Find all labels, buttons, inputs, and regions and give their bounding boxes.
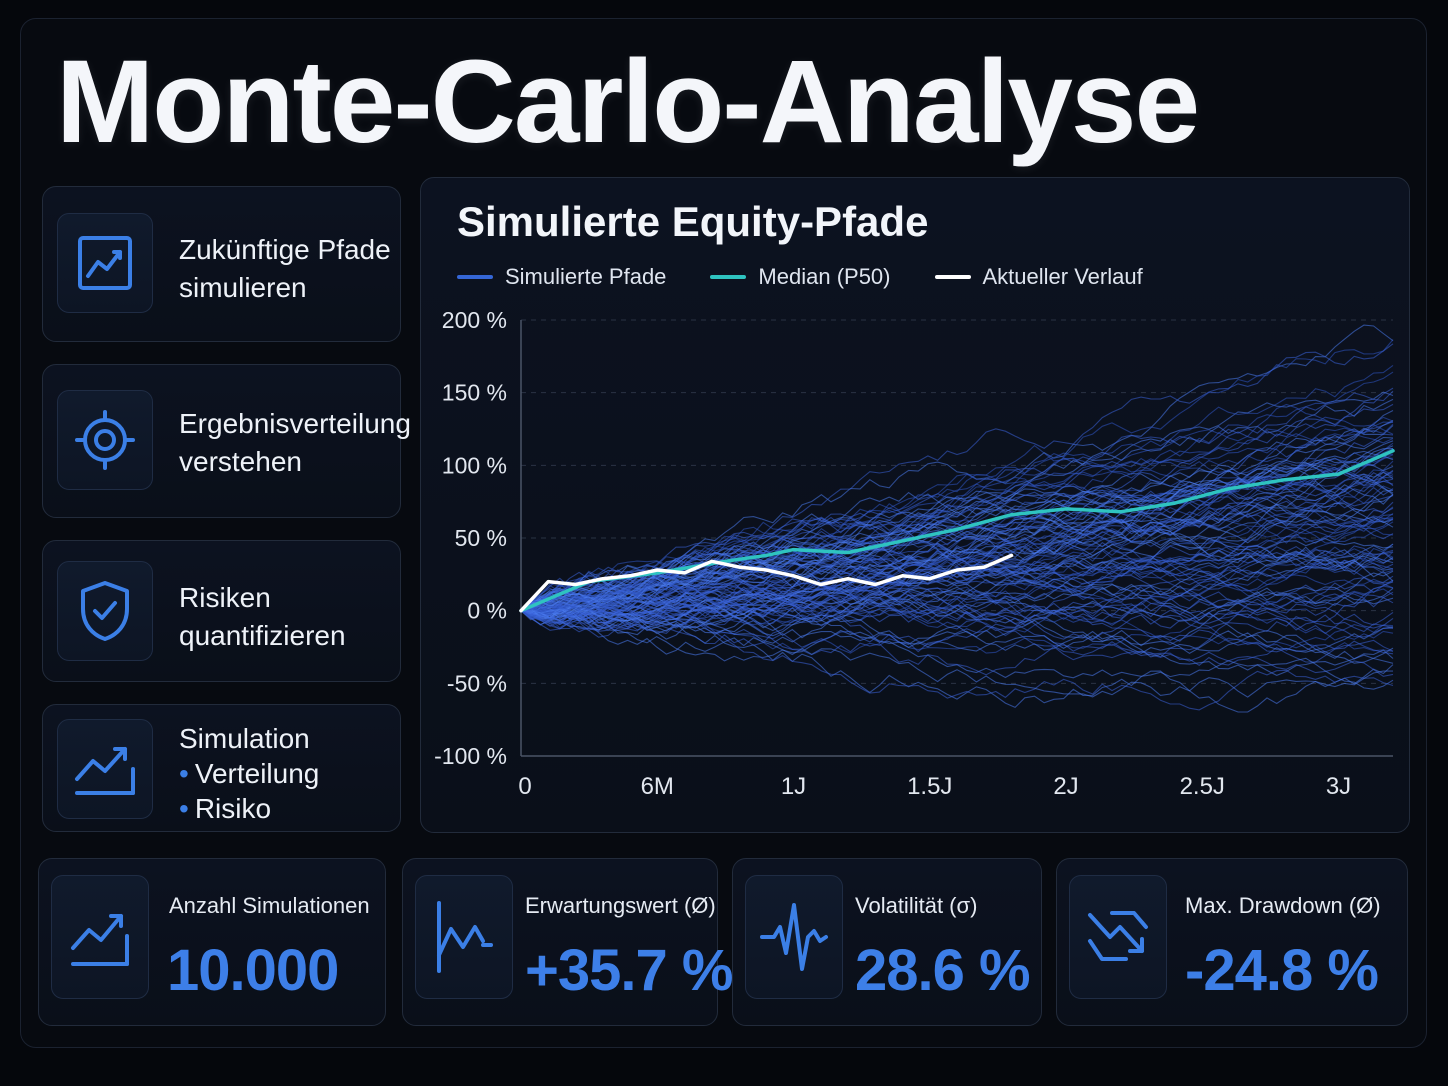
feature-label: Zukünftige Pfade simulieren [179,234,391,303]
y-tick-label: -50 % [447,670,507,696]
simulated-path [520,423,1394,614]
simulated-path [520,469,1394,612]
x-tick-label: 1.5J [907,773,952,800]
x-tick-label: 0 [518,773,531,800]
simulated-path [520,578,1394,641]
stat-label: Anzahl Simulationen [169,893,370,918]
simulated-path [520,606,1394,713]
simulated-path [520,517,1394,616]
feature-card-simulate[interactable]: Zukünftige Pfade simulieren [42,186,401,342]
chart-up-icon [51,875,149,999]
drawdown-icon [1069,875,1167,999]
chart-legend: Simulierte Pfade Median (P50) Aktueller … [457,264,1143,290]
equity-chart-card: Simulierte Equity-Pfade Simulierte Pfade… [420,177,1410,833]
x-tick-label: 6M [641,773,674,800]
stat-card-max-drawdown: Max. Drawdown (Ø) -24.8 % [1056,858,1408,1026]
stat-card-volatility: Volatilität (σ) 28.6 % [732,858,1042,1026]
simulated-path [520,527,1394,612]
feature-card-distribution[interactable]: Ergebnisverteilung verstehen [42,364,411,518]
simulated-path [520,506,1394,624]
simulated-path [520,448,1394,612]
simulated-path [520,371,1394,612]
simulated-path [520,364,1394,612]
y-tick-label: 100 % [442,452,507,478]
simulated-path [520,608,1393,698]
legend-swatch [934,275,971,279]
stat-card-simulations: Anzahl Simulationen 10.000 [38,858,386,1026]
simulated-path [520,343,1394,612]
target-icon [57,390,153,490]
stat-value: -24.8 % [1185,938,1379,1003]
pulse-icon [745,875,843,999]
shield-check-icon [57,561,153,661]
simulated-path [520,494,1394,612]
y-tick-label: -100 % [434,743,507,769]
simulated-path [520,501,1394,624]
line-chart-icon [57,213,153,313]
simulated-path [520,593,1393,638]
legend-item-current: Aktueller Verlauf [934,264,1143,290]
simulated-path [520,586,1394,626]
y-tick-label: 50 % [455,525,507,551]
legend-item-simulated: Simulierte Pfade [457,264,666,290]
y-tick-label: 200 % [442,307,507,333]
feature-card-risk[interactable]: Risiken quantifizieren [42,540,401,682]
stat-value: 10.000 [167,938,339,1003]
simulated-path [520,609,1394,664]
x-tick-label: 2.5J [1180,773,1225,800]
y-tick-label: 150 % [442,380,507,406]
feature-card-summary[interactable]: Simulation • Verteilung • Risiko [42,704,401,832]
x-tick-label: 1J [781,773,806,800]
simulated-path [520,608,1394,690]
page-title: Monte-Carlo-Analyse [56,36,1200,168]
simulated-path [520,553,1394,637]
simulated-path [520,610,1394,711]
chart-title: Simulierte Equity-Pfade [457,198,929,245]
stat-label: Erwartungswert (Ø) [525,893,716,918]
feature-label: Ergebnisverteilung verstehen [179,408,411,477]
trend-up-icon [57,719,153,819]
simulated-path [520,506,1394,616]
stat-value: +35.7 % [525,938,733,1003]
stat-value: 28.6 % [855,938,1031,1003]
current-path-line [519,553,1014,613]
legend-swatch [457,275,493,279]
simulated-path [520,608,1394,677]
x-tick-label: 3J [1326,773,1351,800]
zigzag-chart-icon [415,875,513,999]
equity-plot: 200 % 150 % 100 % 50 % 0 % -50 % -100 % 0 6M 1J 1.… [434,307,1395,800]
simulated-path [520,579,1394,622]
simulated-path [520,583,1394,651]
simulated-path [520,506,1394,629]
simulated-path [520,480,1394,612]
simulated-path [520,475,1394,619]
simulated-path [520,546,1394,612]
legend-swatch [710,275,747,279]
simulated-path [520,440,1394,612]
legend-item-median: Median (P50) [710,264,891,290]
stat-card-expected-value: Erwartungswert (Ø) +35.7 % [402,858,733,1026]
stat-label: Max. Drawdown (Ø) [1185,893,1381,918]
stat-label: Volatilität (σ) [855,893,978,918]
feature-label: Simulation • Verteilung • Risiko [179,723,320,824]
y-tick-label: 0 % [467,598,507,624]
feature-label: Risiken quantifizieren [179,582,346,651]
simulated-path [520,589,1394,653]
simulated-path [520,545,1394,638]
simulated-path [520,545,1394,626]
x-tick-label: 2J [1053,773,1078,800]
